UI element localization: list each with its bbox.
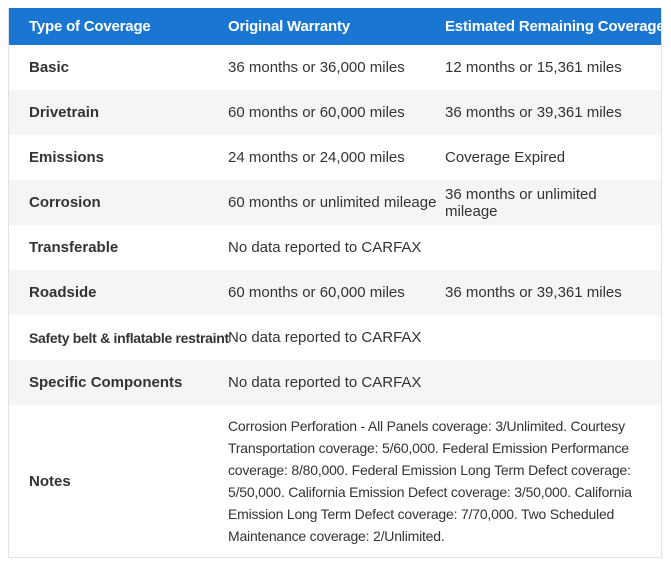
table-header-row: Type of Coverage Original Warranty Estim… [9,8,665,45]
table-row: Corrosion 60 months or unlimited mileage… [9,180,661,225]
table-row: Basic 36 months or 36,000 miles 12 month… [9,45,661,90]
table-row: Roadside 60 months or 60,000 miles 36 mo… [9,270,661,315]
warranty-card: Type of Coverage Original Warranty Estim… [8,8,665,558]
remaining-coverage-cell: Coverage Expired [445,135,661,180]
original-warranty-cell: 60 months or unlimited mileage [228,180,445,225]
notes-label-cell: Notes [9,405,228,557]
coverage-type-cell: Transferable [9,225,228,270]
warranty-coverage-table: Type of Coverage Original Warranty Estim… [9,8,665,557]
column-header-type-of-coverage: Type of Coverage [9,8,228,45]
table-row: Specific Components No data reported to … [9,360,661,405]
remaining-coverage-cell [445,225,661,270]
table-row: Safety belt & inflatable restraint No da… [9,315,661,360]
remaining-coverage-cell [445,315,661,360]
coverage-type-cell: Safety belt & inflatable restraint [9,315,229,360]
coverage-type-cell: Specific Components [9,360,228,405]
coverage-type-cell: Corrosion [9,180,228,225]
notes-row: Notes Corrosion Perforation - All Panels… [9,405,661,557]
remaining-coverage-cell: 36 months or unlimited mileage [445,180,661,225]
remaining-coverage-cell: 36 months or 39,361 miles [445,90,661,135]
coverage-type-cell: Basic [9,45,228,90]
original-warranty-cell: No data reported to CARFAX [228,315,445,360]
coverage-type-cell: Drivetrain [9,90,228,135]
column-header-original-warranty: Original Warranty [228,8,445,45]
original-warranty-cell: 24 months or 24,000 miles [228,135,445,180]
coverage-type-cell: Roadside [9,270,228,315]
coverage-type-cell: Emissions [9,135,228,180]
original-warranty-cell: No data reported to CARFAX [228,225,445,270]
original-warranty-cell: 60 months or 60,000 miles [228,270,445,315]
column-header-estimated-remaining-coverage: Estimated Remaining Coverage [445,8,665,45]
remaining-coverage-cell: 12 months or 15,361 miles [445,45,661,90]
table-row: Drivetrain 60 months or 60,000 miles 36 … [9,90,661,135]
table-row: Emissions 24 months or 24,000 miles Cove… [9,135,661,180]
original-warranty-cell: 60 months or 60,000 miles [228,90,445,135]
original-warranty-cell: No data reported to CARFAX [228,360,445,405]
table-row: Transferable No data reported to CARFAX [9,225,661,270]
remaining-coverage-cell [445,360,661,405]
notes-text-cell: Corrosion Perforation - All Panels cover… [228,405,661,557]
remaining-coverage-cell: 36 months or 39,361 miles [445,270,661,315]
original-warranty-cell: 36 months or 36,000 miles [228,45,445,90]
